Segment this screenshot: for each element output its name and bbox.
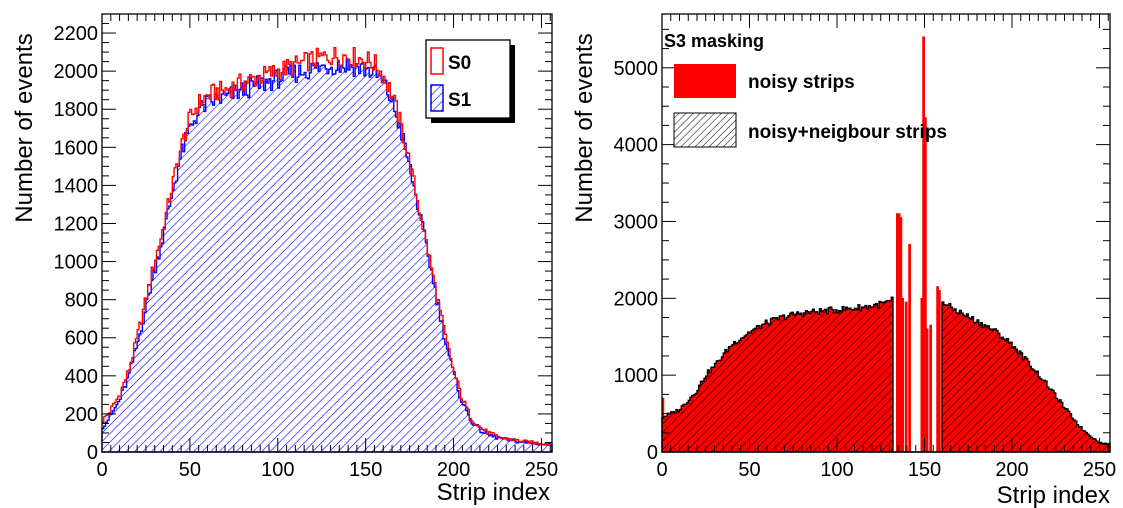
right-x-tick-label: 200	[995, 459, 1028, 481]
right-y-axis-label: Number of events	[571, 33, 598, 222]
series-noisy-neighbour-strips	[661, 296, 1111, 453]
right-x-tick-label: 100	[820, 459, 853, 481]
right-histogram-panel: 0 50 100 150 200 250 0 1000 2000 3000 4000 5000 Num…	[571, 13, 1116, 508]
left-x-tick-label: 0	[96, 459, 107, 481]
right-legend-title: S3 masking	[664, 31, 764, 51]
left-x-axis-label: Strip index	[437, 479, 550, 506]
legend-label-s1: S1	[448, 90, 472, 111]
left-y-tick-label: 800	[65, 290, 98, 312]
left-legend: S0 S1	[425, 39, 515, 123]
left-y-tick-label: 200	[65, 404, 98, 426]
left-x-tick-label: 100	[261, 459, 294, 481]
right-y-tick-label: 5000	[614, 58, 659, 80]
right-x-axis-label: Strip index	[997, 482, 1110, 508]
legend-swatch-s0	[430, 47, 444, 75]
legend-label-noisy: noisy strips	[748, 72, 855, 93]
left-x-tick-label: 200	[437, 459, 470, 481]
right-y-tick-label: 1000	[614, 365, 659, 387]
left-histogram-panel: 0 50 100 150 200 250 0 200 400 600 800 1000 1200 1400…	[11, 13, 558, 506]
right-y-tick-label: 0	[647, 442, 658, 464]
left-y-tick-label: 0	[87, 442, 98, 464]
legend-swatch-noisy	[674, 64, 736, 98]
left-y-tick-label: 2000	[54, 61, 99, 83]
right-plot-area	[661, 36, 1111, 453]
right-y-tick-label: 2000	[614, 288, 659, 310]
right-x-tick-label: 0	[656, 459, 667, 481]
legend-swatch-s1	[430, 84, 444, 112]
left-y-tick-label: 1600	[54, 137, 99, 159]
left-y-tick-label: 600	[65, 328, 98, 350]
left-y-axis-label: Number of events	[11, 33, 38, 222]
left-y-tick-label: 1000	[54, 252, 99, 274]
legend-label-s0: S0	[448, 53, 471, 74]
left-axes: 0 50 100 150 200 250 0 200 400 600 800 1000 1200 1400…	[54, 13, 558, 481]
left-x-tick-label: 150	[349, 459, 382, 481]
left-y-tick-label: 400	[65, 366, 98, 388]
left-x-tick-label: 250	[525, 459, 558, 481]
right-y-tick-label: 4000	[614, 135, 659, 157]
legend-label-neighbour: noisy+neigbour strips	[748, 122, 947, 143]
legend-swatch-neighbour	[673, 112, 737, 148]
series-s0-histogram	[102, 46, 552, 446]
left-plot-area	[101, 46, 553, 453]
left-x-tick-label: 50	[179, 459, 201, 481]
right-axes: 0 50 100 150 200 250 0 1000 2000 3000 4000 5000	[614, 13, 1116, 481]
right-x-tick-label: 250	[1083, 459, 1116, 481]
right-x-tick-label: 150	[908, 459, 941, 481]
right-y-tick-label: 3000	[614, 211, 659, 233]
left-y-tick-label: 1400	[54, 175, 99, 197]
left-y-tick-label: 1800	[54, 99, 99, 121]
right-legend: S3 masking noisy strips noisy+neigbour s…	[664, 31, 947, 148]
right-frame	[661, 13, 1111, 453]
left-y-tick-label: 1200	[54, 213, 99, 235]
right-x-tick-label: 50	[738, 459, 760, 481]
left-y-tick-label: 2200	[54, 23, 99, 45]
